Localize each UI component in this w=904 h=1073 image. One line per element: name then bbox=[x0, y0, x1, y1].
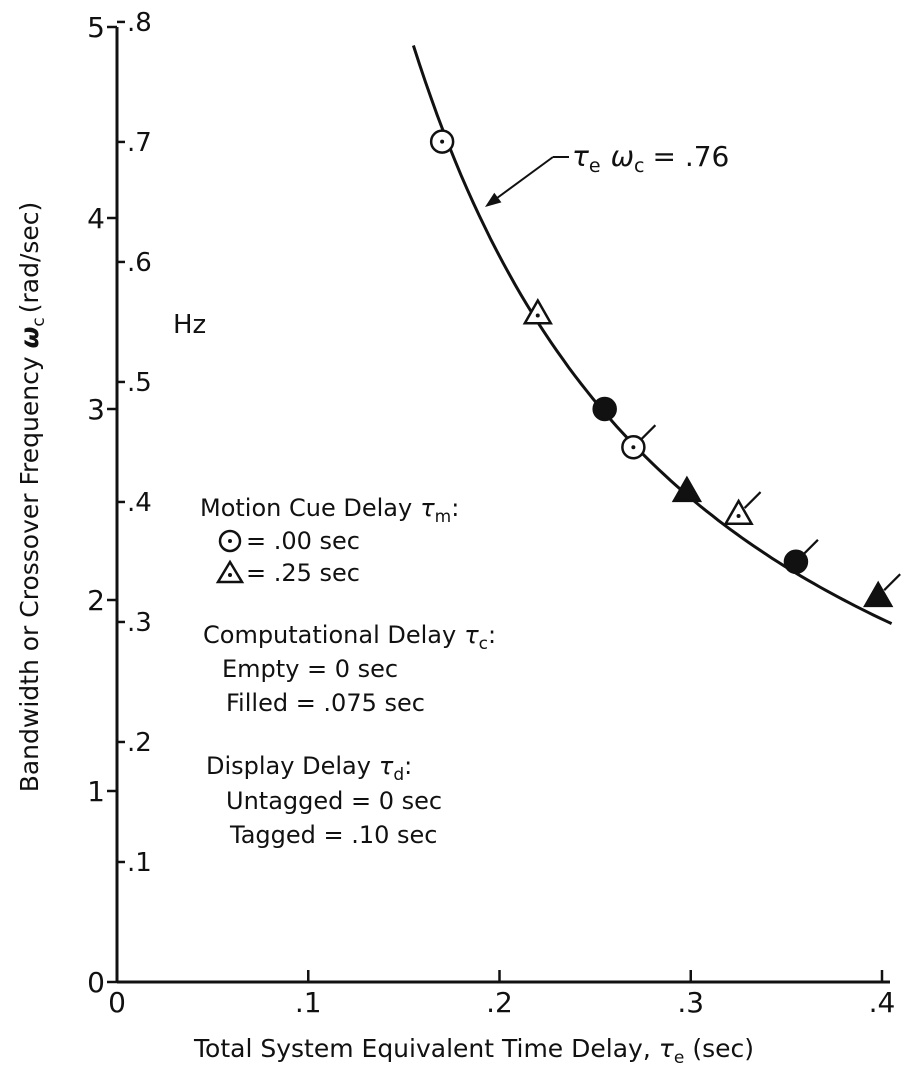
y-ticks: 0 1 2 3 4 5 bbox=[87, 11, 117, 999]
curve-tau-sub: e bbox=[589, 155, 601, 177]
legend-circle-label: = .00 sec bbox=[246, 527, 360, 555]
hz-tick-label: .8 bbox=[127, 8, 152, 38]
x-axis-title: Total System Equivalent Time Delay, τe (se… bbox=[193, 1034, 754, 1068]
hz-axis-label: Hz bbox=[173, 310, 206, 340]
data-point bbox=[522, 297, 553, 325]
legend-motion-sub: m bbox=[435, 507, 452, 527]
y-tick-label: 1 bbox=[87, 775, 105, 808]
legend-display-title-text: Display Delay bbox=[206, 752, 371, 780]
y-axis-title: Bandwidth or Crossover Frequency ωc (rad/s… bbox=[15, 202, 49, 793]
legend-comp-symbol: τ bbox=[464, 621, 479, 649]
legend-comp-sub: c bbox=[479, 634, 488, 654]
legend-filled-label: Filled = .075 sec bbox=[226, 689, 425, 717]
legend-circle-icon bbox=[218, 529, 242, 553]
x-tick-label: .3 bbox=[677, 986, 704, 1019]
legend-comp-colon: : bbox=[488, 621, 496, 649]
curve-tau-symbol: τ bbox=[572, 140, 589, 173]
legend-motion-title: Motion Cue Delay τm: bbox=[200, 494, 459, 527]
legend-comp-title-text: Computational Delay bbox=[203, 621, 456, 649]
y-tick-label: 2 bbox=[87, 584, 105, 617]
hz-ticks: .1 .2 .3 .4 .5 .6 .7 .8 bbox=[117, 8, 152, 878]
legend-triangle-icon bbox=[215, 559, 245, 584]
curve-value: = .76 bbox=[652, 140, 729, 173]
data-point bbox=[429, 129, 455, 154]
x-axis-title-text: Total System Equivalent Time Delay, bbox=[193, 1034, 651, 1063]
y-tick-label: 0 bbox=[87, 966, 105, 999]
legend-display-sub: d bbox=[393, 765, 404, 785]
data-point bbox=[783, 539, 819, 575]
data-point bbox=[723, 491, 762, 526]
data-points bbox=[429, 129, 901, 608]
curve-annotation: τe ωc = .76 bbox=[572, 140, 729, 177]
curve-omega-sub: c bbox=[634, 155, 644, 177]
data-point bbox=[621, 424, 657, 460]
legend-tagged-label: Tagged = .10 sec bbox=[229, 821, 438, 849]
y-axis-title-unit: (rad/sec) bbox=[15, 202, 44, 314]
y-axis-title-text: Bandwidth or Crossover Frequency bbox=[15, 356, 44, 792]
y-tick-label: 4 bbox=[87, 202, 105, 235]
hz-tick-label: .6 bbox=[127, 248, 152, 278]
legend-triangle-label: = .25 sec bbox=[246, 559, 360, 587]
y-axis-title-symbol: ω bbox=[15, 327, 44, 349]
y-axis-title-sub: c bbox=[29, 317, 49, 326]
hz-tick-label: .1 bbox=[127, 848, 152, 878]
data-point bbox=[592, 396, 617, 422]
x-tick-label: .2 bbox=[486, 986, 513, 1019]
legend-motion-title-text: Motion Cue Delay bbox=[200, 494, 412, 522]
hz-tick-label: .7 bbox=[127, 128, 152, 158]
hz-tick-label: .5 bbox=[127, 368, 152, 398]
legend-comp-title: Computational Delay τc: bbox=[203, 621, 496, 654]
y-tick-label: 3 bbox=[87, 393, 105, 426]
legend-display-colon: : bbox=[404, 752, 412, 780]
x-axis-title-symbol: τ bbox=[659, 1034, 675, 1063]
legend-motion-symbol: τ bbox=[420, 494, 435, 522]
legend-untagged-label: Untagged = 0 sec bbox=[226, 787, 442, 815]
curve-annotation-arrowhead bbox=[485, 192, 502, 207]
data-point bbox=[671, 475, 703, 503]
legend-display-symbol: τ bbox=[379, 752, 394, 780]
curve-omega-symbol: ω bbox=[611, 140, 634, 173]
hz-tick-label: .2 bbox=[127, 728, 152, 758]
curve-annotation-leader bbox=[492, 156, 554, 202]
legend-empty-label: Empty = 0 sec bbox=[222, 655, 398, 683]
x-tick-label: 0 bbox=[108, 986, 126, 1019]
hz-tick-label: .4 bbox=[127, 488, 152, 518]
legend-motion-colon: : bbox=[451, 494, 459, 522]
x-axis-title-sub: e bbox=[674, 1048, 684, 1068]
hz-tick-label: .3 bbox=[127, 608, 152, 638]
y-tick-label: 5 bbox=[87, 11, 105, 44]
legend-display-title: Display Delay τd: bbox=[206, 752, 412, 785]
x-axis-title-unit: (sec) bbox=[692, 1034, 754, 1063]
data-point bbox=[863, 573, 901, 608]
x-tick-label: .1 bbox=[295, 986, 322, 1019]
x-ticks: 0 .1 .2 .3 .4 bbox=[108, 970, 895, 1019]
legend: Motion Cue Delay τm: = .00 sec = .25 sec … bbox=[200, 494, 496, 849]
curve-line bbox=[411, 45, 893, 625]
x-tick-label: .4 bbox=[869, 986, 896, 1019]
